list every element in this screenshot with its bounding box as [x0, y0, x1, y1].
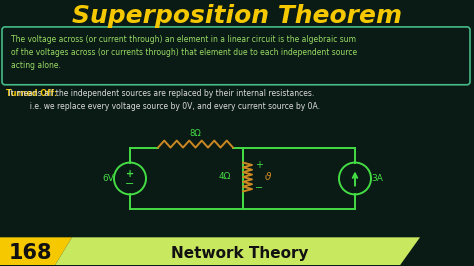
Text: 8Ω: 8Ω	[190, 128, 201, 138]
Text: 4Ω: 4Ω	[219, 172, 231, 181]
Text: ϑ: ϑ	[265, 172, 272, 182]
Text: +: +	[255, 160, 263, 169]
Polygon shape	[55, 237, 420, 265]
Text: Turned Off:: Turned Off:	[6, 89, 57, 98]
Text: The voltage across (or current through) an element in a linear circuit is the al: The voltage across (or current through) …	[11, 35, 357, 70]
Text: −: −	[255, 184, 263, 193]
Text: 6V: 6V	[102, 174, 114, 183]
Text: 168: 168	[8, 243, 52, 263]
Text: Network Theory: Network Theory	[171, 246, 309, 261]
Text: 3A: 3A	[371, 174, 383, 183]
Text: Superposition Theorem: Superposition Theorem	[72, 4, 402, 28]
Text: +: +	[126, 168, 134, 178]
Polygon shape	[0, 237, 72, 265]
Text: It means all the independent sources are replaced by their internal resistances.: It means all the independent sources are…	[6, 89, 320, 111]
Text: −: −	[125, 180, 135, 189]
